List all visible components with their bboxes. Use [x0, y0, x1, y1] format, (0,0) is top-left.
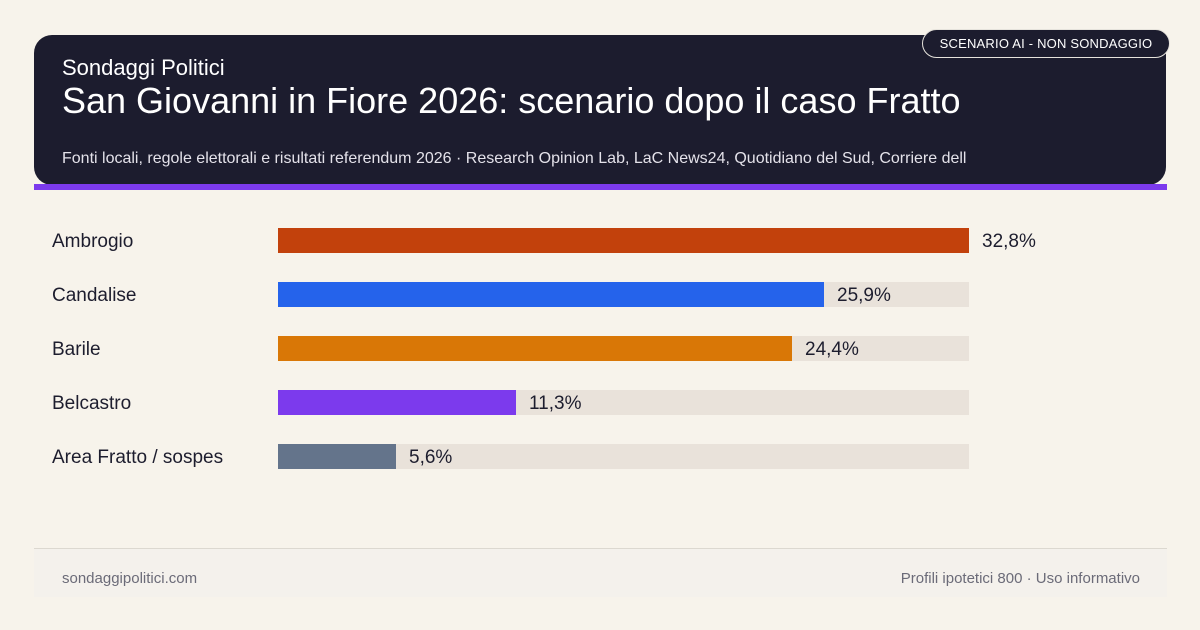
value-label: 25,9% — [837, 285, 891, 306]
bar — [278, 444, 396, 469]
header-accent-bar — [34, 184, 1167, 190]
header-panel — [34, 35, 1166, 185]
category-label: Ambrogio — [52, 231, 134, 252]
sources-text: Fonti locali, regole elettorali e risult… — [62, 150, 967, 167]
category-label: Belcastro — [52, 393, 132, 414]
category-label: Barile — [52, 339, 101, 360]
value-label: 24,4% — [805, 339, 859, 360]
category-label: Area Fratto / sospes — [52, 447, 224, 468]
page-title: San Giovanni in Fiore 2026: scenario dop… — [62, 80, 961, 121]
footer-site-link[interactable]: sondaggipolitici.com — [62, 570, 198, 587]
kicker-text: Sondaggi Politici — [62, 55, 225, 80]
footer-note: Profili ipotetici 800 · Uso informativo — [900, 570, 1140, 587]
footer: sondaggipolitici.com Profili ipotetici 8… — [34, 548, 1167, 597]
scenario-badge: SCENARIO AI - NON SONDAGGIO — [922, 29, 1170, 58]
bar — [278, 228, 969, 253]
value-label: 32,8% — [982, 231, 1036, 252]
bar — [278, 336, 792, 361]
value-label: 11,3% — [529, 393, 582, 414]
bar — [278, 282, 824, 307]
bar — [278, 390, 516, 415]
value-label: 5,6% — [409, 447, 453, 468]
category-label: Candalise — [52, 285, 137, 306]
